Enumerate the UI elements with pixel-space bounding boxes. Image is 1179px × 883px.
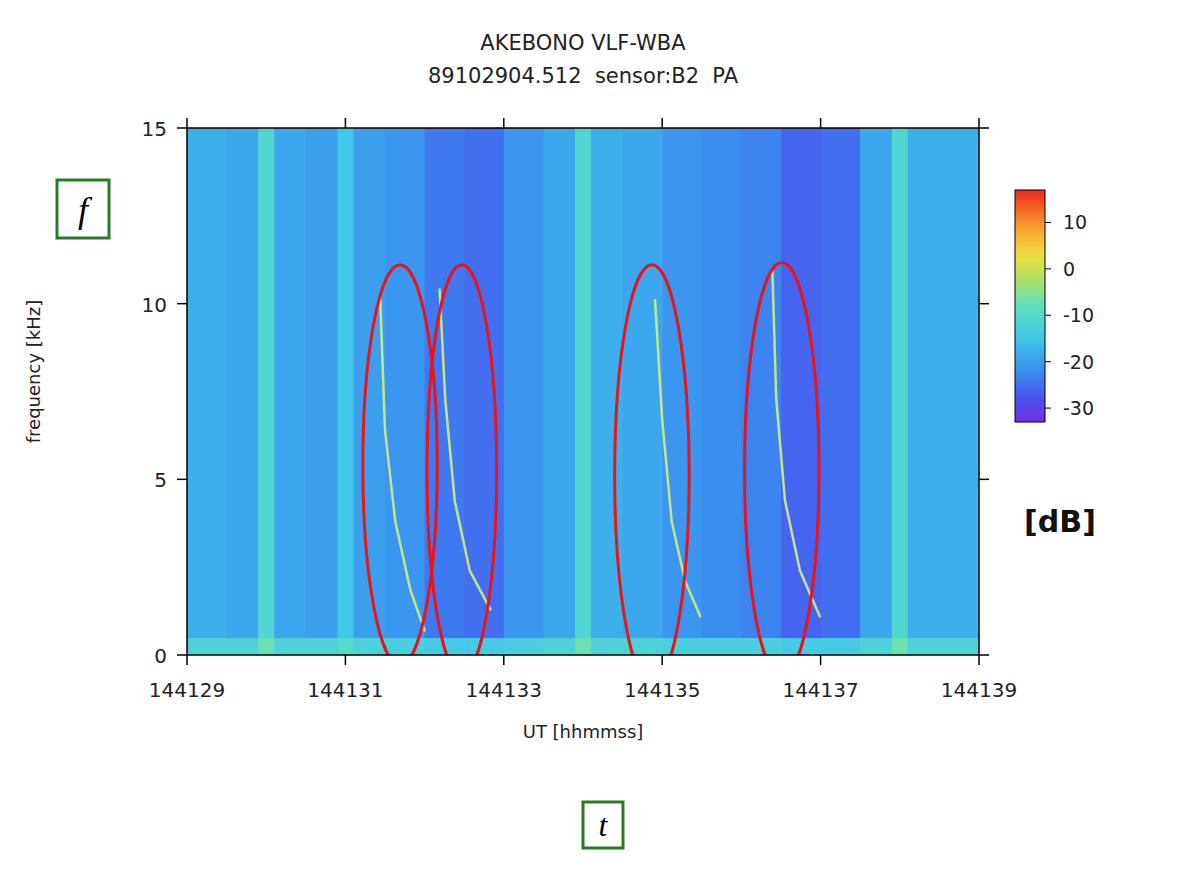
x-tick-label: 144135	[624, 678, 700, 702]
plot-frame	[187, 128, 979, 655]
colorbar-tick	[1045, 361, 1051, 362]
cell	[227, 128, 259, 638]
cell	[908, 128, 940, 638]
y-tick	[177, 303, 187, 305]
cell	[353, 128, 385, 638]
cell	[464, 128, 504, 638]
cell	[504, 637, 544, 655]
x-tick	[345, 655, 347, 665]
cell	[662, 128, 702, 638]
cell	[892, 637, 908, 655]
x-tick-label: 144131	[307, 678, 383, 702]
cell	[575, 128, 591, 638]
x-tick-top	[503, 118, 505, 128]
y-axis-title: frequency [kHz]	[23, 300, 44, 443]
x-tick	[820, 655, 822, 665]
x-tick-top	[345, 118, 347, 128]
colorbar-tick	[1045, 408, 1051, 409]
cell	[258, 128, 274, 638]
cell	[337, 128, 353, 638]
subtitle: 89102904.512 sensor:B2 PA	[428, 64, 739, 88]
x-tick-label: 144129	[149, 678, 225, 702]
cell	[908, 637, 940, 655]
y-tick-right	[979, 303, 989, 305]
x-tick-top	[820, 118, 822, 128]
cell	[939, 128, 979, 638]
x-tick	[186, 655, 188, 665]
y-symbol: f	[78, 190, 93, 230]
highlight-ellipse	[615, 265, 689, 655]
colorbar-tick	[1045, 315, 1051, 316]
whistler-trace	[655, 300, 700, 616]
y-tick-right	[979, 479, 989, 481]
x-tick-label: 144133	[466, 678, 542, 702]
y-tick-right	[979, 127, 989, 129]
cell	[575, 637, 591, 655]
cell	[892, 128, 908, 638]
y-tick-label: 0	[154, 644, 167, 668]
colorbar-tick-label: -30	[1063, 397, 1094, 419]
y-tick-label: 15	[142, 117, 167, 141]
x-axis-title: UT [hhmmss]	[523, 721, 644, 742]
title: AKEBONO VLF-WBA	[480, 31, 686, 55]
y-tick-right	[979, 654, 989, 656]
cell	[187, 128, 227, 638]
x-tick-top	[186, 118, 188, 128]
cell	[939, 637, 979, 655]
colorbar-tick-label: -10	[1063, 304, 1094, 326]
cell	[860, 637, 892, 655]
whistler-trace	[380, 300, 424, 630]
y-tick-label: 5	[154, 468, 167, 492]
y-tick	[177, 127, 187, 129]
cell	[227, 637, 259, 655]
cell	[821, 128, 861, 638]
y-tick-label: 10	[142, 293, 167, 317]
cell	[504, 128, 544, 638]
symbol-box	[583, 802, 623, 848]
x-tick	[661, 655, 663, 665]
cell	[702, 637, 742, 655]
colorbar-tick	[1045, 222, 1051, 223]
cell	[337, 637, 353, 655]
whistler-trace	[440, 290, 491, 610]
cell	[662, 637, 702, 655]
cell	[464, 637, 504, 655]
colorbar-tick-label: -20	[1063, 351, 1094, 373]
cell	[860, 128, 892, 638]
x-tick-top	[978, 118, 980, 128]
y-tick	[177, 479, 187, 481]
colorbar-tick-label: 0	[1063, 258, 1075, 280]
highlight-ellipse	[745, 263, 819, 655]
highlight-ellipse	[427, 265, 497, 655]
x-tick-label: 144139	[941, 678, 1017, 702]
x-symbol: t	[599, 807, 609, 843]
x-tick-top	[661, 118, 663, 128]
cell	[623, 128, 663, 638]
y-tick	[177, 654, 187, 656]
x-tick	[978, 655, 980, 665]
cell	[274, 128, 306, 638]
cell	[821, 637, 861, 655]
cell	[306, 637, 338, 655]
cell	[543, 128, 575, 638]
symbol-box	[57, 180, 109, 238]
x-tick	[503, 655, 505, 665]
whistler-trace	[772, 269, 820, 617]
chart: AKEBONO VLF-WBA 89102904.512 sensor:B2 PA…	[0, 0, 1179, 883]
plot-area	[187, 128, 979, 655]
colorbar-tick-label: 10	[1063, 211, 1087, 233]
cell	[258, 637, 274, 655]
x-tick-label: 144137	[782, 678, 858, 702]
cell	[702, 128, 742, 638]
cell	[306, 128, 338, 638]
cell	[274, 637, 306, 655]
cell	[187, 637, 227, 655]
cell	[591, 637, 623, 655]
cell	[543, 637, 575, 655]
colorbar-label: [dB]	[1024, 504, 1096, 539]
colorbar-tick	[1045, 268, 1051, 269]
colorbar	[1015, 190, 1045, 422]
